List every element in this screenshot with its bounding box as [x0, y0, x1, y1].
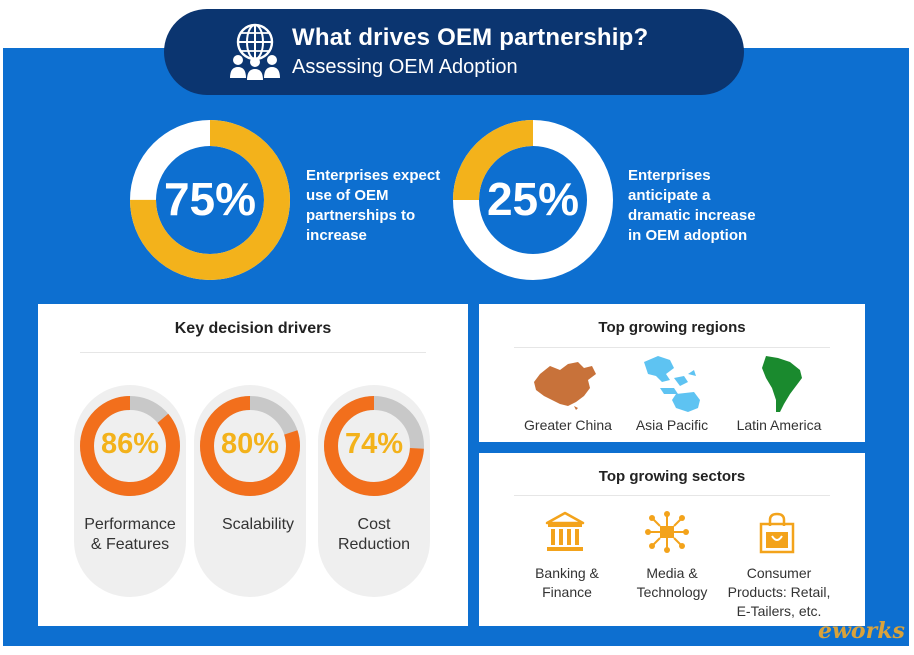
drivers-divider: [80, 352, 426, 353]
region-label-china: Greater China: [524, 417, 612, 433]
asia-pacific-map-icon: [644, 356, 700, 412]
driver-donut-86: [80, 396, 180, 496]
stat-text-25: Enterprises anticipate a dramatic increa…: [628, 167, 756, 244]
driver-label-cost: Cost Reduction: [337, 516, 411, 553]
driver-arc-86: [80, 396, 180, 496]
stat-donut-75: [130, 120, 290, 280]
driver-label-scalability: Scalability: [221, 516, 295, 533]
china-map-icon: [534, 362, 596, 410]
shopping-bag-icon: [759, 512, 795, 554]
driver-value-74: 74%: [344, 428, 404, 460]
drivers-title: Key decision drivers: [174, 320, 332, 337]
region-label-asia-pacific: Asia Pacific: [635, 417, 709, 433]
stat-value-75: 75%: [163, 173, 257, 225]
driver-donut-74: [324, 396, 424, 496]
driver-value-86: 86%: [100, 428, 160, 460]
sectors-divider: [514, 495, 830, 496]
latin-america-map-icon: [762, 356, 802, 412]
sector-label-banking: Banking & Finance: [535, 565, 599, 600]
page-subtitle: Assessing OEM Adoption: [292, 56, 518, 78]
driver-label-performance: Performance & Features: [84, 516, 176, 553]
driver-value-80: 80%: [220, 428, 280, 460]
driver-arc-74: [324, 396, 424, 496]
regions-divider: [514, 347, 830, 348]
driver-arc-80: [200, 396, 300, 496]
sectors-title: Top growing sectors: [598, 468, 746, 485]
stat-text-75: Enterprises expect use of OEM partnershi…: [306, 167, 441, 244]
bank-icon: [545, 511, 585, 551]
globe-people-icon: [230, 23, 280, 80]
sectors-card: [479, 453, 865, 626]
watermark-logo: eworks: [818, 618, 905, 644]
network-icon: [645, 511, 689, 553]
stat-value-25: 25%: [486, 173, 580, 225]
page-title: What drives OEM partnership?: [292, 24, 649, 51]
region-label-latin-america: Latin America: [736, 417, 822, 433]
driver-donut-80: [200, 396, 300, 496]
stat-donut-25: [453, 120, 613, 280]
sector-label-media: Media & Technology: [636, 565, 708, 600]
sector-label-consumer: Consumer Products: Retail, E-Tailers, et…: [727, 565, 831, 619]
regions-title: Top growing regions: [598, 319, 746, 336]
stat-arc-75: [130, 120, 290, 280]
stat-arc-25: [453, 120, 613, 280]
